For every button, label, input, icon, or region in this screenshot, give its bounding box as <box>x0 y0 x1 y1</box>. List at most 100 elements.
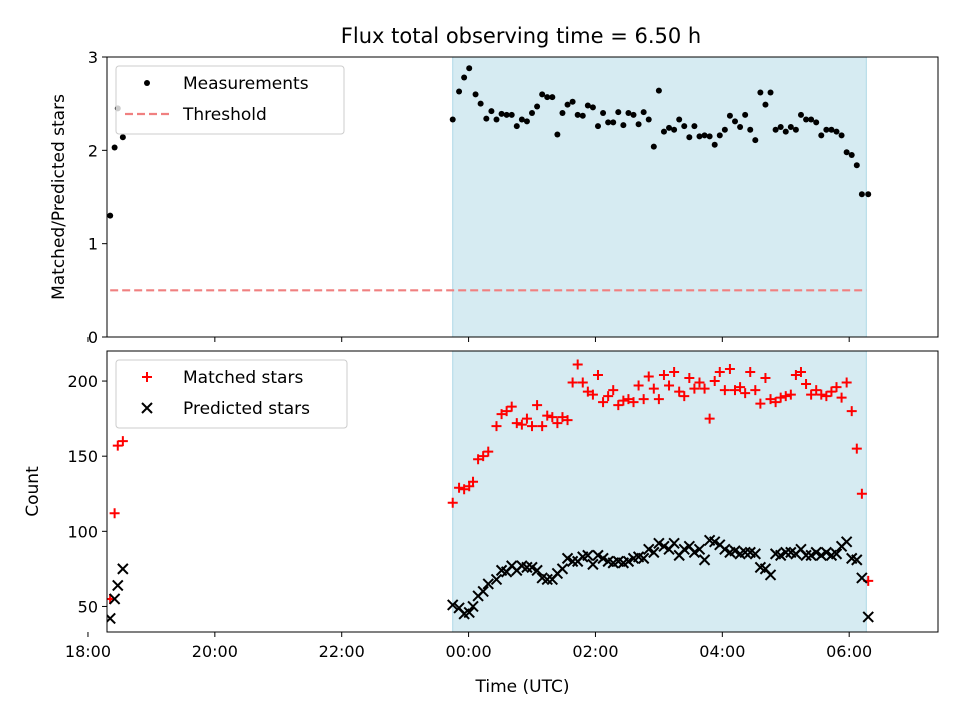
legend-label: Measurements <box>183 74 309 94</box>
matched-star-point <box>638 394 649 405</box>
measurement-point <box>610 119 617 126</box>
matched-star-point <box>679 391 690 402</box>
measurement-point <box>782 128 789 135</box>
matched-star-point <box>542 410 553 421</box>
matched-star-point <box>547 412 558 423</box>
measurement-point <box>803 116 810 123</box>
y-tick-label: 100 <box>67 522 98 541</box>
matched-star-point <box>537 421 548 432</box>
measurement-point <box>466 65 473 72</box>
measurement-point <box>508 111 515 118</box>
measurement-point <box>589 104 596 111</box>
matched-star-point <box>112 440 123 451</box>
measurement-point <box>797 111 804 118</box>
matched-star-point <box>506 401 517 412</box>
matched-star-point <box>459 484 470 495</box>
measurement-point <box>843 149 850 156</box>
matched-star-point <box>821 391 832 402</box>
matched-star-point <box>653 394 664 405</box>
matched-star-point <box>856 488 867 499</box>
legend-label: Predicted stars <box>183 399 310 419</box>
measurement-point <box>660 128 667 135</box>
matched-star-point <box>562 415 573 426</box>
legend-marker-matched <box>142 372 152 382</box>
matched-star-point <box>785 389 796 400</box>
matched-star-point <box>836 392 847 403</box>
measurement-point <box>529 110 536 116</box>
predicted-star-point <box>477 585 489 598</box>
measurement-point <box>686 134 693 141</box>
data-layer <box>107 359 874 625</box>
measurement-point <box>757 89 764 96</box>
measurement-point <box>865 191 872 198</box>
measurement-point <box>620 122 627 129</box>
matched-star-point <box>478 451 489 462</box>
matched-star-point <box>532 400 543 411</box>
predicted-star-point <box>648 546 660 559</box>
matched-star-point <box>567 377 578 388</box>
legend: Matched stars Predicted stars <box>115 359 348 429</box>
x-tick-label: 00:00 <box>446 642 492 661</box>
matched-star-point <box>745 367 756 378</box>
y-tick-label: 2 <box>88 141 98 160</box>
y-axis-label: Count <box>23 466 43 517</box>
measurement-point <box>742 111 749 118</box>
y-tick-label: 3 <box>88 48 98 67</box>
measurement-point <box>706 133 713 140</box>
predicted-star-point <box>739 546 751 559</box>
measurement-point <box>605 119 612 126</box>
measurement-point <box>671 126 678 133</box>
matched-star-point <box>608 385 619 396</box>
predicted-star-point <box>107 612 116 625</box>
y-tick-label: 1 <box>88 235 98 254</box>
measurement-point <box>777 124 784 130</box>
matched-star-point <box>780 391 791 402</box>
legend-label: Matched stars <box>183 368 303 388</box>
matched-star-point <box>633 380 644 391</box>
matched-star-point <box>806 389 817 400</box>
measurement-point <box>828 126 835 133</box>
measurement-point <box>808 116 815 123</box>
measurement-point <box>787 124 794 130</box>
predicted-star-point <box>541 573 553 586</box>
matched-star-point <box>674 386 685 397</box>
matched-star-point <box>694 377 705 388</box>
predicted-star-point <box>693 543 706 556</box>
measurement-point <box>518 116 525 123</box>
legend: Measurements Threshold <box>115 65 345 135</box>
measurement-point <box>107 212 114 219</box>
matched-star-point <box>704 413 715 424</box>
measurement-point <box>762 101 769 108</box>
measurement-point <box>449 116 456 123</box>
predicted-star-point <box>112 579 124 592</box>
legend-marker-measurements <box>144 80 150 86</box>
y-tick-label: 150 <box>67 447 98 466</box>
predicted-star-point <box>463 606 475 619</box>
measurement-point <box>853 162 860 169</box>
measurement-point <box>823 126 830 133</box>
matched-star-point <box>724 364 735 375</box>
measurement-point <box>701 132 708 139</box>
measurement-point <box>681 123 688 130</box>
measurement-point <box>477 100 484 107</box>
matched-star-point <box>851 443 862 454</box>
x-tick-label: 02:00 <box>572 642 618 661</box>
measurement-point <box>493 116 500 123</box>
matched-star-point <box>755 398 766 409</box>
measurement-point <box>554 131 561 138</box>
predicted-star-point <box>587 558 599 571</box>
predicted-star-point <box>800 549 812 562</box>
measurement-point <box>488 108 495 115</box>
x-tick-label: 20:00 <box>192 642 238 661</box>
measurement-point <box>767 89 774 96</box>
matched-star-point <box>572 359 583 370</box>
predicted-star-point <box>117 563 129 575</box>
predicted-star-point <box>521 561 533 574</box>
matched-star-point <box>841 377 852 388</box>
measurement-point <box>747 126 754 133</box>
measurement-point <box>564 101 571 108</box>
predicted-star-point <box>862 611 874 623</box>
measurement-point <box>483 115 490 122</box>
matched-star-point <box>770 397 781 408</box>
measurement-point <box>600 110 607 116</box>
